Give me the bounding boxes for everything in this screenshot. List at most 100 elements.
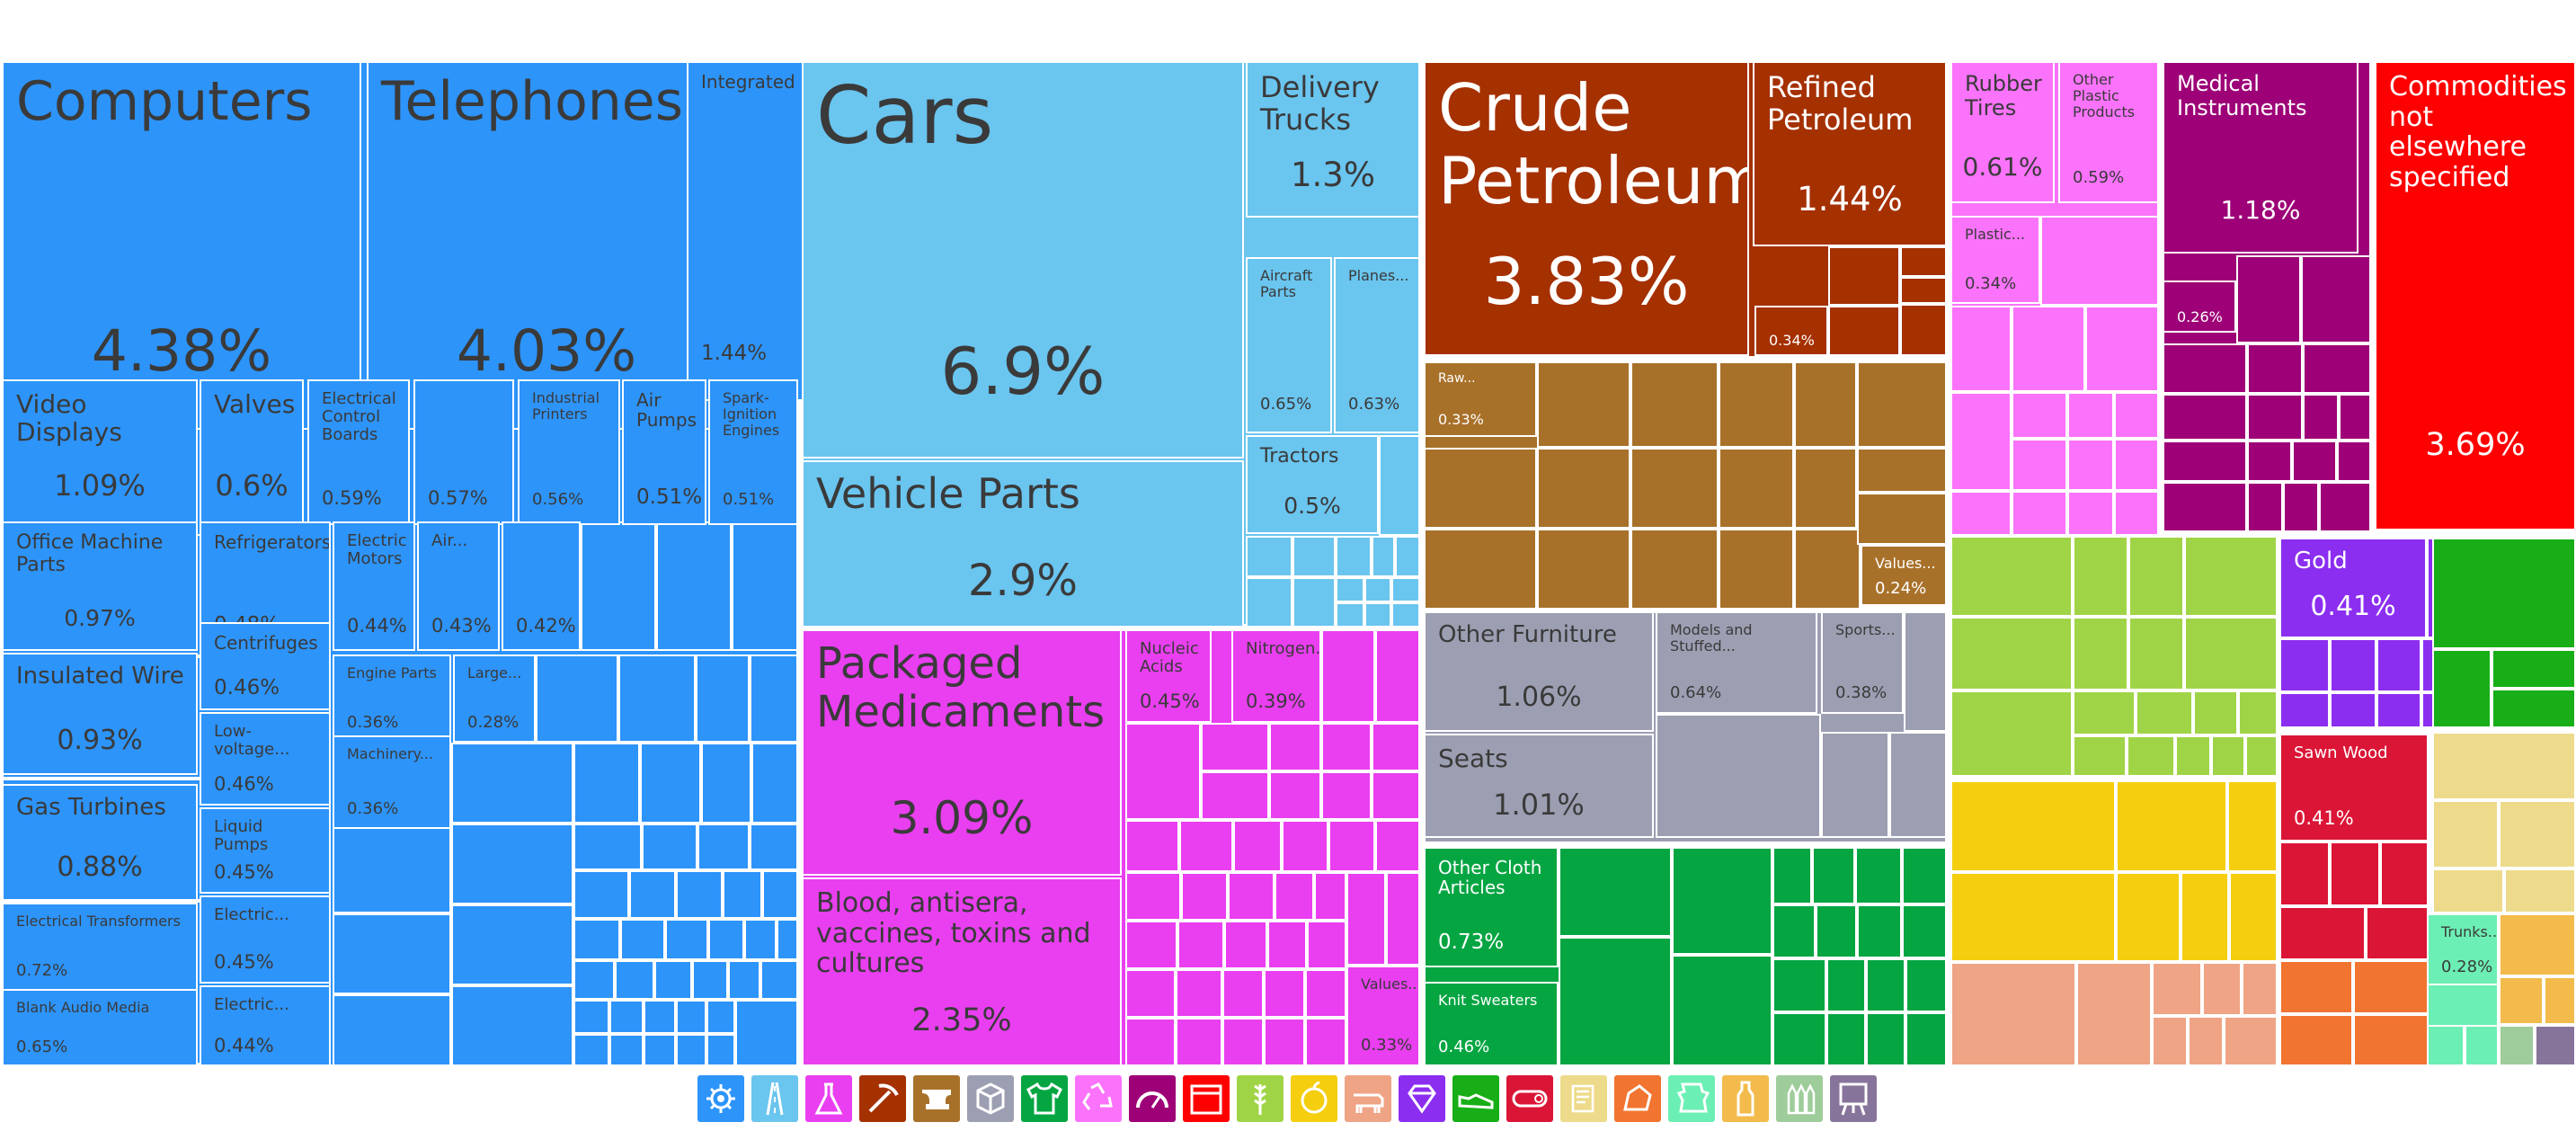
treemap-tile[interactable] [2292,441,2337,482]
treemap-tile[interactable] [1264,1018,1305,1066]
treemap-tile[interactable] [620,919,665,960]
treemap-tile[interactable]: Gas Turbines 0.88% [2,784,198,901]
treemap-tile[interactable]: Packaged Medicaments 3.09% [802,629,1122,876]
treemap-tile[interactable] [2193,690,2238,735]
treemap-tile[interactable] [573,919,620,960]
treemap-tile[interactable] [1857,904,1902,958]
treemap-tile[interactable] [676,870,723,919]
treemap-tile[interactable] [2067,439,2114,491]
fruit-icon[interactable] [1291,1075,1337,1122]
treemap-tile[interactable]: Valves 0.6% [200,379,304,525]
treemap-tile[interactable]: Rubber Tires 0.61% [1950,61,2055,203]
treemap-tile[interactable] [1125,872,1181,921]
treemap-tile[interactable]: Other Plastic Products 0.59% [2058,61,2159,203]
treemap-tile[interactable] [1672,847,1772,955]
treemap-tile[interactable] [1950,392,2012,491]
treemap-tile[interactable] [333,913,451,994]
treemap-tile[interactable] [1282,820,1328,872]
treemap-tile[interactable]: 0.57% [413,379,514,525]
treemap-tile[interactable] [696,655,750,743]
treemap-tile[interactable] [1900,277,1947,304]
treemap-tile[interactable] [1950,491,2012,536]
treemap-tile[interactable] [2330,692,2376,728]
treemap-tile[interactable] [2303,343,2371,394]
treemap-tile[interactable] [1386,872,1420,966]
treemap-tile[interactable] [1866,958,1905,1012]
treemap-tile[interactable] [2163,394,2247,441]
treemap-tile[interactable] [2152,962,2202,1016]
treemap-tile[interactable] [640,743,701,824]
treemap-tile[interactable]: Values... 0.33% [1346,966,1420,1066]
treemap-tile[interactable] [1889,732,1947,838]
treemap-tile[interactable] [573,1000,609,1034]
treemap-tile[interactable]: Blood, antisera, vaccines, toxins and cu… [802,877,1122,1066]
treemap-tile[interactable] [1177,921,1224,969]
treemap-tile[interactable] [2227,780,2278,872]
treemap-tile[interactable] [1321,771,1372,820]
treemap-tile[interactable] [451,743,573,824]
bullets-icon[interactable] [1776,1075,1823,1122]
treemap-tile[interactable] [2229,872,2278,962]
treemap-tile[interactable] [1905,958,1947,1012]
treemap-tile[interactable] [1233,820,1282,872]
treemap-tile[interactable] [697,824,750,870]
treemap-tile[interactable] [2465,1025,2499,1066]
treemap-tile[interactable]: Gold 0.41% [2279,538,2427,638]
treemap-tile[interactable] [2380,842,2429,906]
treemap-tile[interactable] [2012,439,2067,491]
treemap-tile[interactable] [2211,735,2245,777]
treemap-tile[interactable] [629,870,676,919]
treemap-tile[interactable] [2163,482,2247,532]
treemap-tile[interactable] [1292,577,1336,628]
treemap-tile[interactable] [609,1034,644,1066]
treemap-tile[interactable]: Planes... 0.63% [1334,257,1420,433]
treemap-tile[interactable]: Engine Parts 0.36% [333,655,451,743]
treemap-tile[interactable]: Plastic... 0.34% [1950,216,2040,304]
treemap-tile[interactable] [2163,441,2247,482]
treemap-tile[interactable] [1176,969,1222,1018]
treemap-tile[interactable] [1346,872,1386,966]
treemap-tile[interactable] [2128,617,2184,690]
treemap-tile[interactable] [1816,904,1857,958]
treemap-tile[interactable]: Air... 0.43% [417,521,500,651]
treemap-tile[interactable]: Air Pumps 0.51% [622,379,706,525]
bottle-icon[interactable] [1722,1075,1769,1122]
treemap-tile[interactable]: 0.42% [502,521,581,651]
treemap-tile[interactable]: Office Machine Parts 0.97% [2,521,198,651]
shoe-icon[interactable] [1452,1075,1499,1122]
treemap-tile[interactable] [2188,1016,2224,1066]
treemap-tile[interactable]: Liquid Pumps 0.45% [200,807,331,894]
gauge-icon[interactable] [1129,1075,1176,1122]
treemap-tile[interactable] [1201,723,1269,771]
treemap-tile[interactable] [618,655,696,743]
treemap-tile[interactable] [1228,872,1275,921]
treemap-tile[interactable] [644,1000,676,1034]
treemap-tile[interactable] [1375,629,1420,723]
treemap-tile[interactable] [1125,969,1176,1018]
treemap-tile[interactable] [573,743,640,824]
treemap-tile[interactable] [2432,538,2576,649]
treemap-tile[interactable] [2114,491,2159,536]
treemap-tile[interactable] [2330,638,2376,692]
treemap-tile[interactable] [2128,536,2184,617]
treemap-tile[interactable] [451,985,573,1066]
road-icon[interactable] [751,1075,798,1122]
treemap-tile[interactable]: Trunks... 0.28% [2427,913,2499,985]
treemap-tile[interactable] [1391,602,1420,628]
treemap-tile[interactable] [701,743,751,824]
pickaxe-icon[interactable] [859,1075,906,1122]
treemap-tile[interactable] [1812,847,1855,904]
treemap-tile[interactable] [1656,714,1821,838]
treemap-tile[interactable] [1559,847,1672,937]
treemap-tile[interactable]: Crude Petroleum 3.83% [1424,61,1749,356]
treemap-tile[interactable]: Vehicle Parts 2.9% [802,460,1244,628]
treemap-tile[interactable] [1950,872,2116,962]
anvil-icon[interactable] [913,1075,960,1122]
treemap-tile[interactable] [1201,771,1269,820]
treemap-tile[interactable] [2114,392,2159,439]
treemap-tile[interactable]: Sawn Wood 0.41% [2279,734,2429,842]
treemap-tile[interactable] [1321,629,1375,723]
treemap-tile[interactable] [2499,976,2544,1025]
treemap-tile[interactable] [2432,732,2576,800]
box-icon[interactable] [967,1075,1014,1122]
